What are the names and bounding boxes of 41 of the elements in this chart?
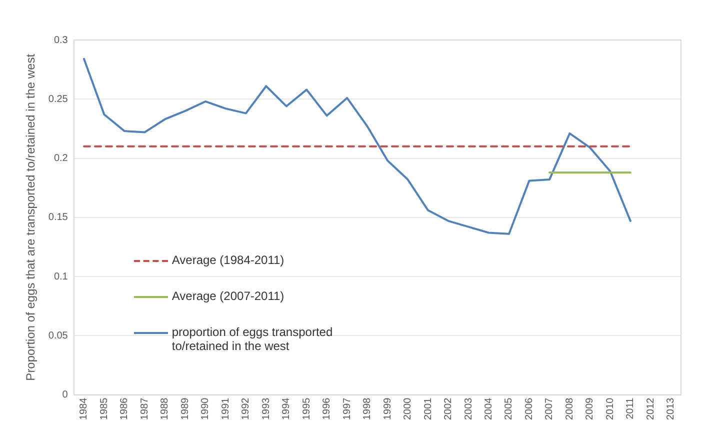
x-tick-label: 1985 <box>98 397 110 420</box>
x-tick-label: 1992 <box>240 397 252 420</box>
x-tick-label: 2008 <box>564 397 576 420</box>
x-tick-label: 1986 <box>119 397 130 420</box>
x-tick-label: 1995 <box>301 397 312 420</box>
x-tick-label: 2010 <box>604 397 616 420</box>
x-tick-label: 1990 <box>200 397 212 420</box>
x-tick-label: 2005 <box>504 397 515 420</box>
x-tick-label: 1994 <box>281 397 292 420</box>
x-tick-label: 2006 <box>524 397 535 420</box>
y-axis-title: Proportion of eggs that are transported to/retained in the west <box>24 53 38 381</box>
x-tick-label: 2012 <box>645 397 656 420</box>
x-tick-label: 2002 <box>443 397 454 420</box>
y-tick-label: 0.1 <box>54 271 68 282</box>
legend-label: Average (2007-2011) <box>172 288 284 303</box>
x-tick-label: 1984 <box>78 397 90 420</box>
x-tick-label: 1996 <box>322 397 333 420</box>
x-tick-label: 1999 <box>382 397 394 420</box>
x-tick-label: 2003 <box>463 397 474 420</box>
y-tick-label: 0.2 <box>54 153 68 164</box>
x-tick-label: 2013 <box>666 397 677 420</box>
y-tick-label: 0.15 <box>48 212 68 224</box>
x-tick-label: 1988 <box>160 397 171 420</box>
x-tick-label: 1997 <box>342 397 353 420</box>
y-tick-label: 0.3 <box>54 34 68 46</box>
x-tick-label: 2011 <box>625 397 636 420</box>
x-tick-label: 1987 <box>139 397 150 420</box>
x-tick-label: 2007 <box>544 397 556 420</box>
x-tick-label: 1991 <box>220 397 232 420</box>
y-tick-label: 0 <box>62 390 68 401</box>
x-tick-label: 2009 <box>584 397 596 420</box>
x-tick-label: 1998 <box>362 397 374 420</box>
x-tick-label: 2004 <box>483 397 494 420</box>
legend-label: Average (1984-2011) <box>172 252 284 267</box>
x-tick-label: 1989 <box>180 397 191 420</box>
legend-label: proportion of eggs transported to/retained in the west <box>172 324 334 353</box>
x-tick-label: 2000 <box>402 397 414 420</box>
x-tick-label: 2001 <box>422 397 434 420</box>
y-tick-label: 0.25 <box>48 94 68 105</box>
x-tick-label: 1993 <box>260 397 272 420</box>
y-tick-label: 0.05 <box>48 330 68 342</box>
